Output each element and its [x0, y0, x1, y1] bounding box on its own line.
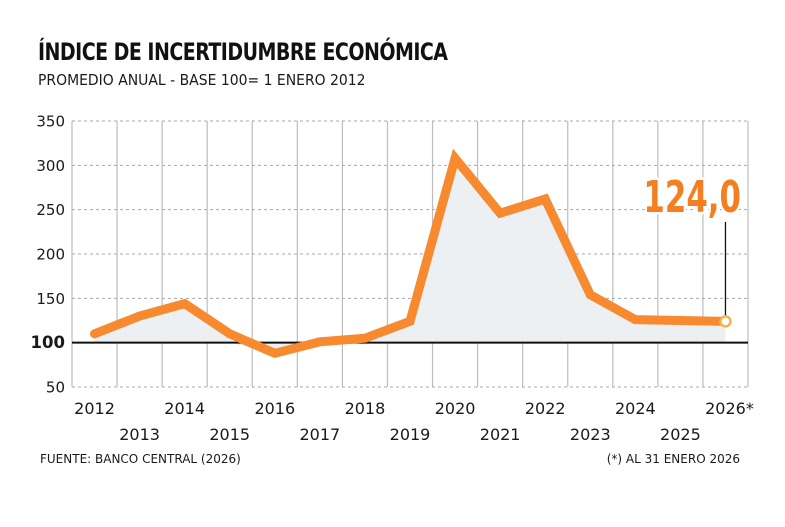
y-tick-label: 150: [36, 290, 65, 308]
grid: [71, 120, 749, 388]
series-line-layer: [90, 148, 730, 359]
area-fill: [94, 158, 726, 354]
area-fill-below-base: [94, 342, 726, 354]
y-tick-label: 50: [46, 379, 65, 397]
source-note: FUENTE: BANCO CENTRAL (2026): [40, 452, 241, 466]
x-tick-label: 2022: [525, 399, 566, 418]
highlight-marker: [719, 315, 732, 328]
y-tick-label: 100: [31, 333, 65, 352]
x-tick-label: 2025: [660, 425, 701, 444]
x-tick-label: 2015: [209, 425, 250, 444]
chart-title: ÍNDICE DE INCERTIDUMBRE ECONÓMICA: [38, 38, 448, 66]
x-tick-label: 2012: [74, 399, 115, 418]
y-tick-label: 300: [36, 157, 65, 175]
x-tick-label: 2013: [119, 425, 160, 444]
annotation-layer: 124,0: [641, 170, 743, 328]
y-tick-label: 200: [36, 246, 65, 264]
x-tick-label: 2017: [300, 425, 341, 444]
x-tick-label: 2020: [435, 399, 476, 418]
x-tick-label: 2016: [254, 399, 295, 418]
x-tick-label: 2019: [390, 425, 431, 444]
series-line: [90, 148, 730, 359]
y-tick-label: 250: [36, 201, 65, 219]
y-axis-ticks: 50 100 150 200 250 300 350: [31, 113, 65, 397]
chart-subtitle: PROMEDIO ANUAL - BASE 100= 1 ENERO 2012: [38, 71, 366, 89]
date-footnote: (*) AL 31 ENERO 2026: [606, 452, 740, 466]
x-tick-label: 2014: [164, 399, 205, 418]
callout-value-label: 124,0: [643, 172, 741, 223]
y-tick-label: 350: [36, 113, 65, 131]
x-tick-label: 2024: [615, 399, 656, 418]
x-tick-label: 2023: [570, 425, 611, 444]
x-tick-label: 2026*: [705, 399, 754, 418]
x-tick-label: 2018: [345, 399, 386, 418]
x-tick-label: 2021: [480, 425, 521, 444]
